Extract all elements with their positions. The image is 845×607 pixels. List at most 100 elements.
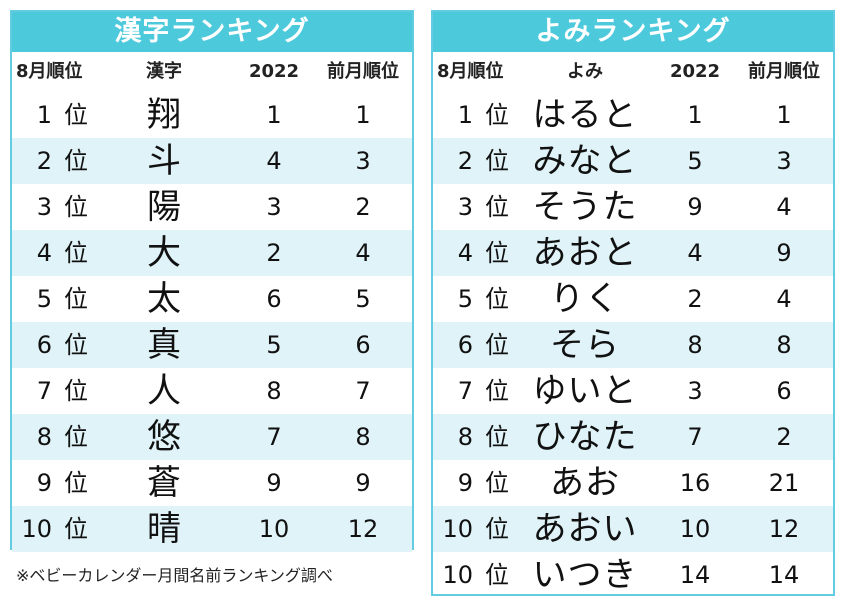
- yomi-ranking-table: よみランキング 8月順位 よみ 2022 前月順位 1 位はると 1 1 2 位みなと 5 3…: [431, 10, 835, 596]
- table-row: 10 位あおい 10 12: [433, 506, 833, 552]
- name-cell: はると: [532, 95, 638, 135]
- prev-month-rank-cell: 7: [355, 377, 371, 405]
- name-cell: 斗: [147, 141, 181, 181]
- rank-unit: 位: [64, 285, 88, 313]
- header-2022: 2022: [248, 61, 300, 82]
- name-cell: 陽: [147, 187, 181, 227]
- prev-month-rank-cell: 21: [768, 469, 800, 497]
- table-row: 9 位あお 16 21: [433, 460, 833, 506]
- rank-number: 3: [457, 193, 473, 221]
- rank-2022-cell: 10: [258, 515, 290, 543]
- rank-number: 10: [442, 515, 473, 543]
- rank-unit: 位: [485, 193, 509, 221]
- rank-2022-cell: 16: [679, 469, 711, 497]
- rank-number: 3: [36, 193, 52, 221]
- rank-unit: 位: [64, 377, 88, 405]
- prev-month-rank-cell: 3: [355, 147, 371, 175]
- rank-unit: 位: [64, 101, 88, 129]
- table-row: 7 位ゆいと 3 6: [433, 368, 833, 414]
- rank-unit: 位: [485, 377, 509, 405]
- prev-month-rank-cell: 1: [776, 101, 792, 129]
- table-row: 1 位はると 1 1: [433, 92, 833, 138]
- rank-number: 10: [442, 561, 473, 589]
- source-footnote: ※ベビーカレンダー月間名前ランキング調べ: [16, 566, 333, 585]
- rank-unit: 位: [64, 239, 88, 267]
- rank-2022-cell: 8: [266, 377, 282, 405]
- table-row: 10 位 晴 10 12: [12, 506, 412, 552]
- rank-unit: 位: [485, 239, 509, 267]
- rank-unit: 位: [485, 423, 509, 451]
- rank-unit: 位: [64, 193, 88, 221]
- table-row: 4 位あおと 4 9: [433, 230, 833, 276]
- name-cell: そうた: [532, 187, 638, 227]
- name-cell: あおと: [532, 233, 638, 273]
- prev-month-rank-cell: 12: [347, 515, 379, 543]
- prev-month-rank-cell: 9: [776, 239, 792, 267]
- rank-2022-cell: 14: [679, 561, 711, 589]
- rank-cell: 10 位: [433, 506, 515, 552]
- rank-number: 4: [36, 239, 52, 267]
- rank-2022-cell: 1: [687, 101, 703, 129]
- table-row: 8 位ひなた 7 2: [433, 414, 833, 460]
- prev-month-rank-cell: 8: [776, 331, 792, 359]
- rank-unit: 位: [485, 469, 509, 497]
- prev-month-rank-cell: 3: [776, 147, 792, 175]
- name-cell: あおい: [532, 509, 638, 549]
- header-august-rank: 8月順位: [16, 61, 83, 82]
- rank-unit: 位: [485, 331, 509, 359]
- rank-number: 9: [457, 469, 473, 497]
- name-cell: ひなた: [532, 417, 638, 457]
- prev-month-rank-cell: 6: [776, 377, 792, 405]
- table-row: 10 位いつき 14 14: [433, 552, 833, 598]
- rank-number: 6: [36, 331, 52, 359]
- name-cell: 人: [147, 371, 181, 411]
- name-cell: そら: [550, 325, 620, 365]
- rank-number: 10: [21, 515, 52, 543]
- kanji-column-headers: 8月順位 漢字 2022 前月順位: [12, 52, 412, 92]
- rank-number: 5: [36, 285, 52, 313]
- prev-month-rank-cell: 1: [355, 101, 371, 129]
- prev-month-rank-cell: 14: [768, 561, 800, 589]
- rank-2022-cell: 6: [266, 285, 282, 313]
- rank-unit: 位: [485, 515, 509, 543]
- prev-month-rank-cell: 4: [355, 239, 371, 267]
- name-cell: 真: [147, 325, 181, 365]
- table-row: 6 位そら 8 8: [433, 322, 833, 368]
- prev-month-rank-cell: 2: [355, 193, 371, 221]
- name-cell: 太: [147, 279, 181, 319]
- rank-2022-cell: 3: [687, 377, 703, 405]
- yomi-rows: 1 位はると 1 1 2 位みなと 5 3 3 位そうた 9 4 4 位あおと 4 9 5 位りく 2 4 6 位そら 8 8…: [433, 92, 833, 598]
- rank-2022-cell: 5: [266, 331, 282, 359]
- rank-cell: 10 位: [12, 506, 94, 552]
- rank-number: 5: [457, 285, 473, 313]
- rank-2022-cell: 4: [266, 147, 282, 175]
- rank-cell: 10 位: [433, 552, 515, 598]
- rank-number: 7: [36, 377, 52, 405]
- rank-number: 1: [36, 101, 52, 129]
- prev-month-rank-cell: 9: [355, 469, 371, 497]
- yomi-ranking-title: よみランキング: [433, 12, 833, 52]
- rank-2022-cell: 3: [266, 193, 282, 221]
- rank-number: 6: [457, 331, 473, 359]
- rank-2022-cell: 2: [687, 285, 703, 313]
- rank-2022-cell: 1: [266, 101, 282, 129]
- table-row: 3 位そうた 9 4: [433, 184, 833, 230]
